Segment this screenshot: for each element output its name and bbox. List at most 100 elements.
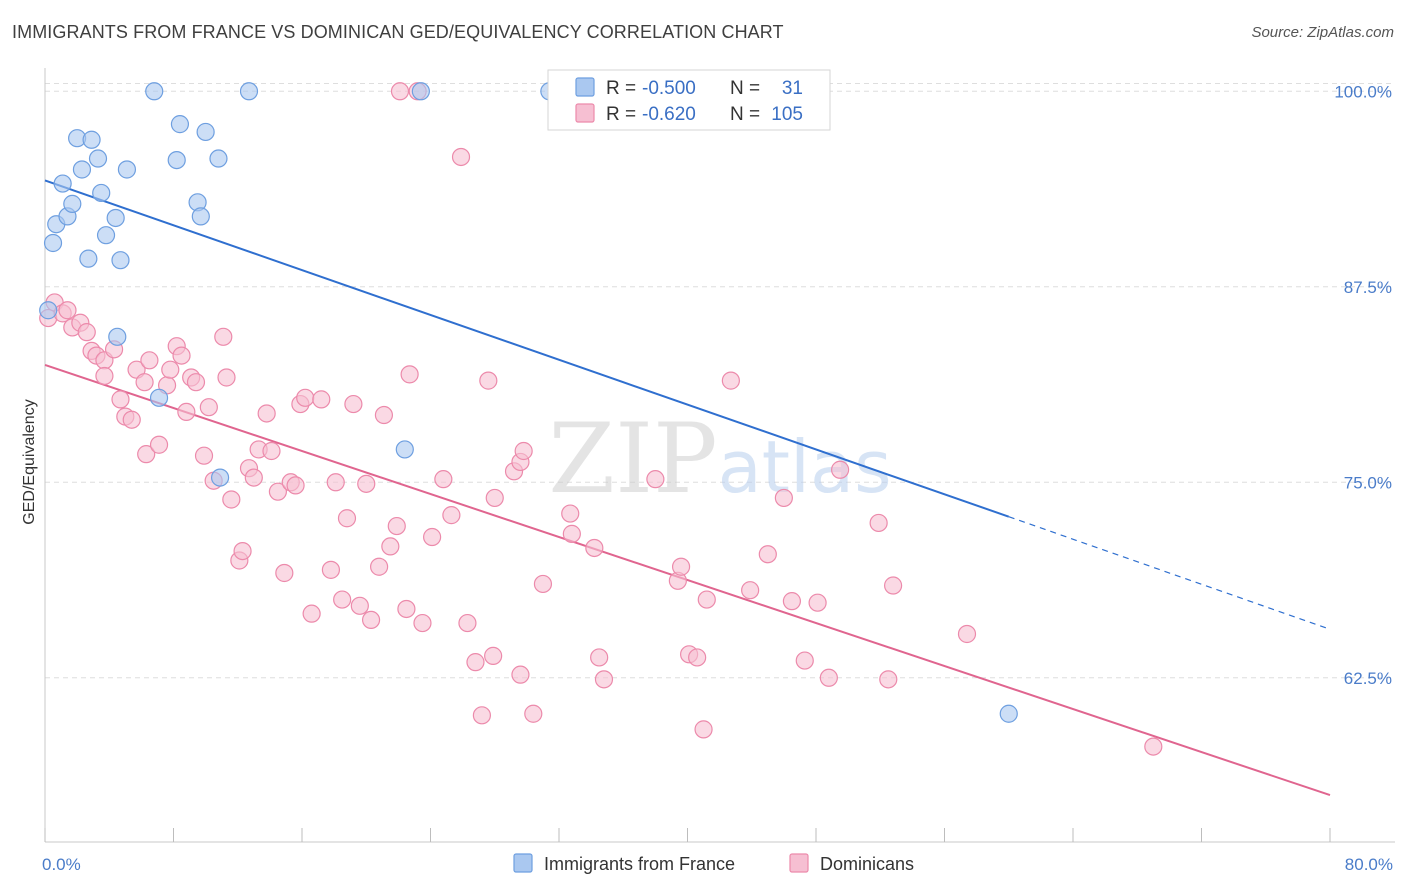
point-dominican bbox=[594, 670, 614, 689]
y-tick-label: 62.5% bbox=[1344, 669, 1392, 688]
point-dominican bbox=[400, 365, 419, 384]
point-dominican bbox=[511, 665, 530, 684]
source-credit: Source: ZipAtlas.com bbox=[1251, 24, 1394, 41]
watermark: ZIPatlas bbox=[548, 403, 891, 515]
point-dominican bbox=[694, 720, 713, 739]
point-dominican bbox=[77, 323, 96, 342]
point-dominican bbox=[58, 301, 77, 320]
legend-n-value: 105 bbox=[771, 104, 803, 125]
x-tick-label-max: 80.0% bbox=[1345, 855, 1393, 874]
grid-lines bbox=[45, 82, 1395, 679]
point-dominican bbox=[140, 351, 159, 370]
point-france bbox=[411, 82, 430, 101]
point-dominican bbox=[562, 524, 581, 543]
point-dominican bbox=[671, 557, 691, 576]
series-label-dominican: Dominicans bbox=[820, 854, 914, 874]
legend-r-value: -0.500 bbox=[642, 78, 696, 99]
point-dominican bbox=[390, 82, 410, 101]
point-dominican bbox=[524, 704, 543, 723]
point-dominican bbox=[585, 538, 604, 558]
point-dominican bbox=[451, 147, 471, 167]
point-dominican bbox=[326, 473, 345, 492]
point-dominican bbox=[222, 490, 241, 509]
point-france bbox=[145, 82, 164, 101]
point-france bbox=[72, 160, 92, 179]
point-dominican bbox=[337, 509, 357, 528]
point-dominican bbox=[361, 610, 381, 630]
point-france bbox=[106, 208, 125, 228]
y-tick-label: 100.0% bbox=[1334, 82, 1392, 101]
legend-r-label: R = bbox=[606, 104, 636, 125]
legend-swatch-dominican bbox=[575, 103, 595, 123]
legend-swatch-france bbox=[575, 77, 595, 97]
point-dominican bbox=[387, 516, 406, 536]
point-france bbox=[82, 130, 101, 149]
trend-lines bbox=[44, 179, 1331, 797]
tick-labels: 62.5% 75.0% 87.5% 100.0% 0.0% 80.0% bbox=[42, 82, 1393, 874]
point-dominican bbox=[485, 488, 504, 508]
axes bbox=[44, 68, 1395, 843]
point-dominican bbox=[257, 404, 276, 423]
point-dominican bbox=[879, 670, 898, 689]
point-dominican bbox=[869, 513, 888, 533]
point-dominican bbox=[697, 590, 716, 609]
point-dominican bbox=[244, 468, 263, 487]
point-france bbox=[92, 183, 111, 203]
point-dominican bbox=[172, 346, 191, 365]
point-dominican bbox=[758, 545, 777, 564]
point-dominican bbox=[381, 537, 400, 556]
point-dominican bbox=[186, 373, 206, 392]
point-dominican bbox=[590, 648, 609, 667]
point-france bbox=[209, 149, 228, 168]
point-france bbox=[999, 704, 1018, 723]
y-tick-label: 87.5% bbox=[1344, 278, 1392, 297]
point-france bbox=[63, 194, 82, 213]
point-dominican bbox=[111, 390, 130, 409]
legend-r-label: R = bbox=[606, 78, 636, 99]
trend-line-france bbox=[44, 179, 1010, 518]
point-dominican bbox=[413, 613, 432, 633]
point-dominican bbox=[357, 474, 376, 493]
point-france bbox=[196, 122, 215, 142]
point-dominican bbox=[199, 398, 218, 417]
point-dominican bbox=[1144, 737, 1163, 756]
point-dominican bbox=[233, 541, 252, 561]
point-france bbox=[43, 233, 63, 253]
correlation-legend: R = -0.500 N = 31 R = -0.620 N = 105 bbox=[547, 69, 831, 131]
point-dominican bbox=[302, 604, 321, 623]
legend-r-value: -0.620 bbox=[642, 104, 696, 125]
point-dominican bbox=[472, 706, 491, 725]
point-dominican bbox=[423, 527, 442, 547]
series-swatch-france bbox=[513, 853, 533, 873]
point-dominican bbox=[137, 445, 156, 464]
point-france bbox=[117, 160, 137, 179]
point-dominican bbox=[434, 470, 453, 489]
point-dominican bbox=[217, 368, 236, 387]
series-swatch-dominican bbox=[789, 853, 809, 873]
point-dominican bbox=[268, 482, 288, 501]
point-dominican bbox=[161, 360, 180, 379]
point-dominican bbox=[135, 373, 154, 392]
watermark-atlas: atlas bbox=[718, 425, 892, 509]
point-dominican bbox=[286, 476, 305, 495]
point-dominican bbox=[830, 460, 850, 479]
point-france bbox=[79, 249, 98, 268]
x-tick-label-min: 0.0% bbox=[42, 855, 81, 874]
point-france bbox=[39, 301, 58, 320]
point-france bbox=[191, 207, 210, 226]
point-dominican bbox=[177, 402, 196, 421]
point-dominican bbox=[782, 592, 802, 611]
point-france bbox=[210, 468, 230, 487]
point-dominican bbox=[321, 560, 341, 579]
point-france bbox=[167, 150, 186, 170]
trend-line-dominican bbox=[44, 364, 1331, 797]
point-dominican bbox=[458, 613, 477, 633]
point-dominican bbox=[484, 646, 503, 665]
point-dominican bbox=[262, 441, 281, 461]
point-dominican bbox=[957, 624, 977, 644]
point-france bbox=[88, 149, 108, 168]
point-dominican bbox=[774, 488, 793, 508]
point-france bbox=[239, 82, 259, 101]
point-dominican bbox=[561, 504, 580, 523]
